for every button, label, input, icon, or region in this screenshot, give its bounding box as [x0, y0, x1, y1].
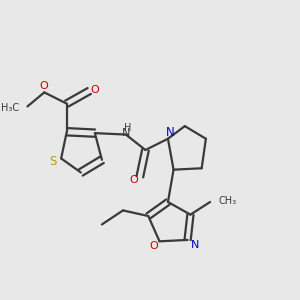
Text: S: S: [50, 155, 57, 168]
Text: O: O: [39, 81, 48, 91]
Text: H₃C: H₃C: [1, 103, 19, 113]
Text: N: N: [166, 126, 175, 139]
Text: N: N: [190, 240, 199, 250]
Text: H: H: [124, 123, 132, 134]
Text: O: O: [129, 175, 138, 184]
Text: CH₃: CH₃: [218, 196, 237, 206]
Text: O: O: [91, 85, 99, 94]
Text: O: O: [149, 242, 158, 251]
Text: N: N: [122, 128, 130, 138]
